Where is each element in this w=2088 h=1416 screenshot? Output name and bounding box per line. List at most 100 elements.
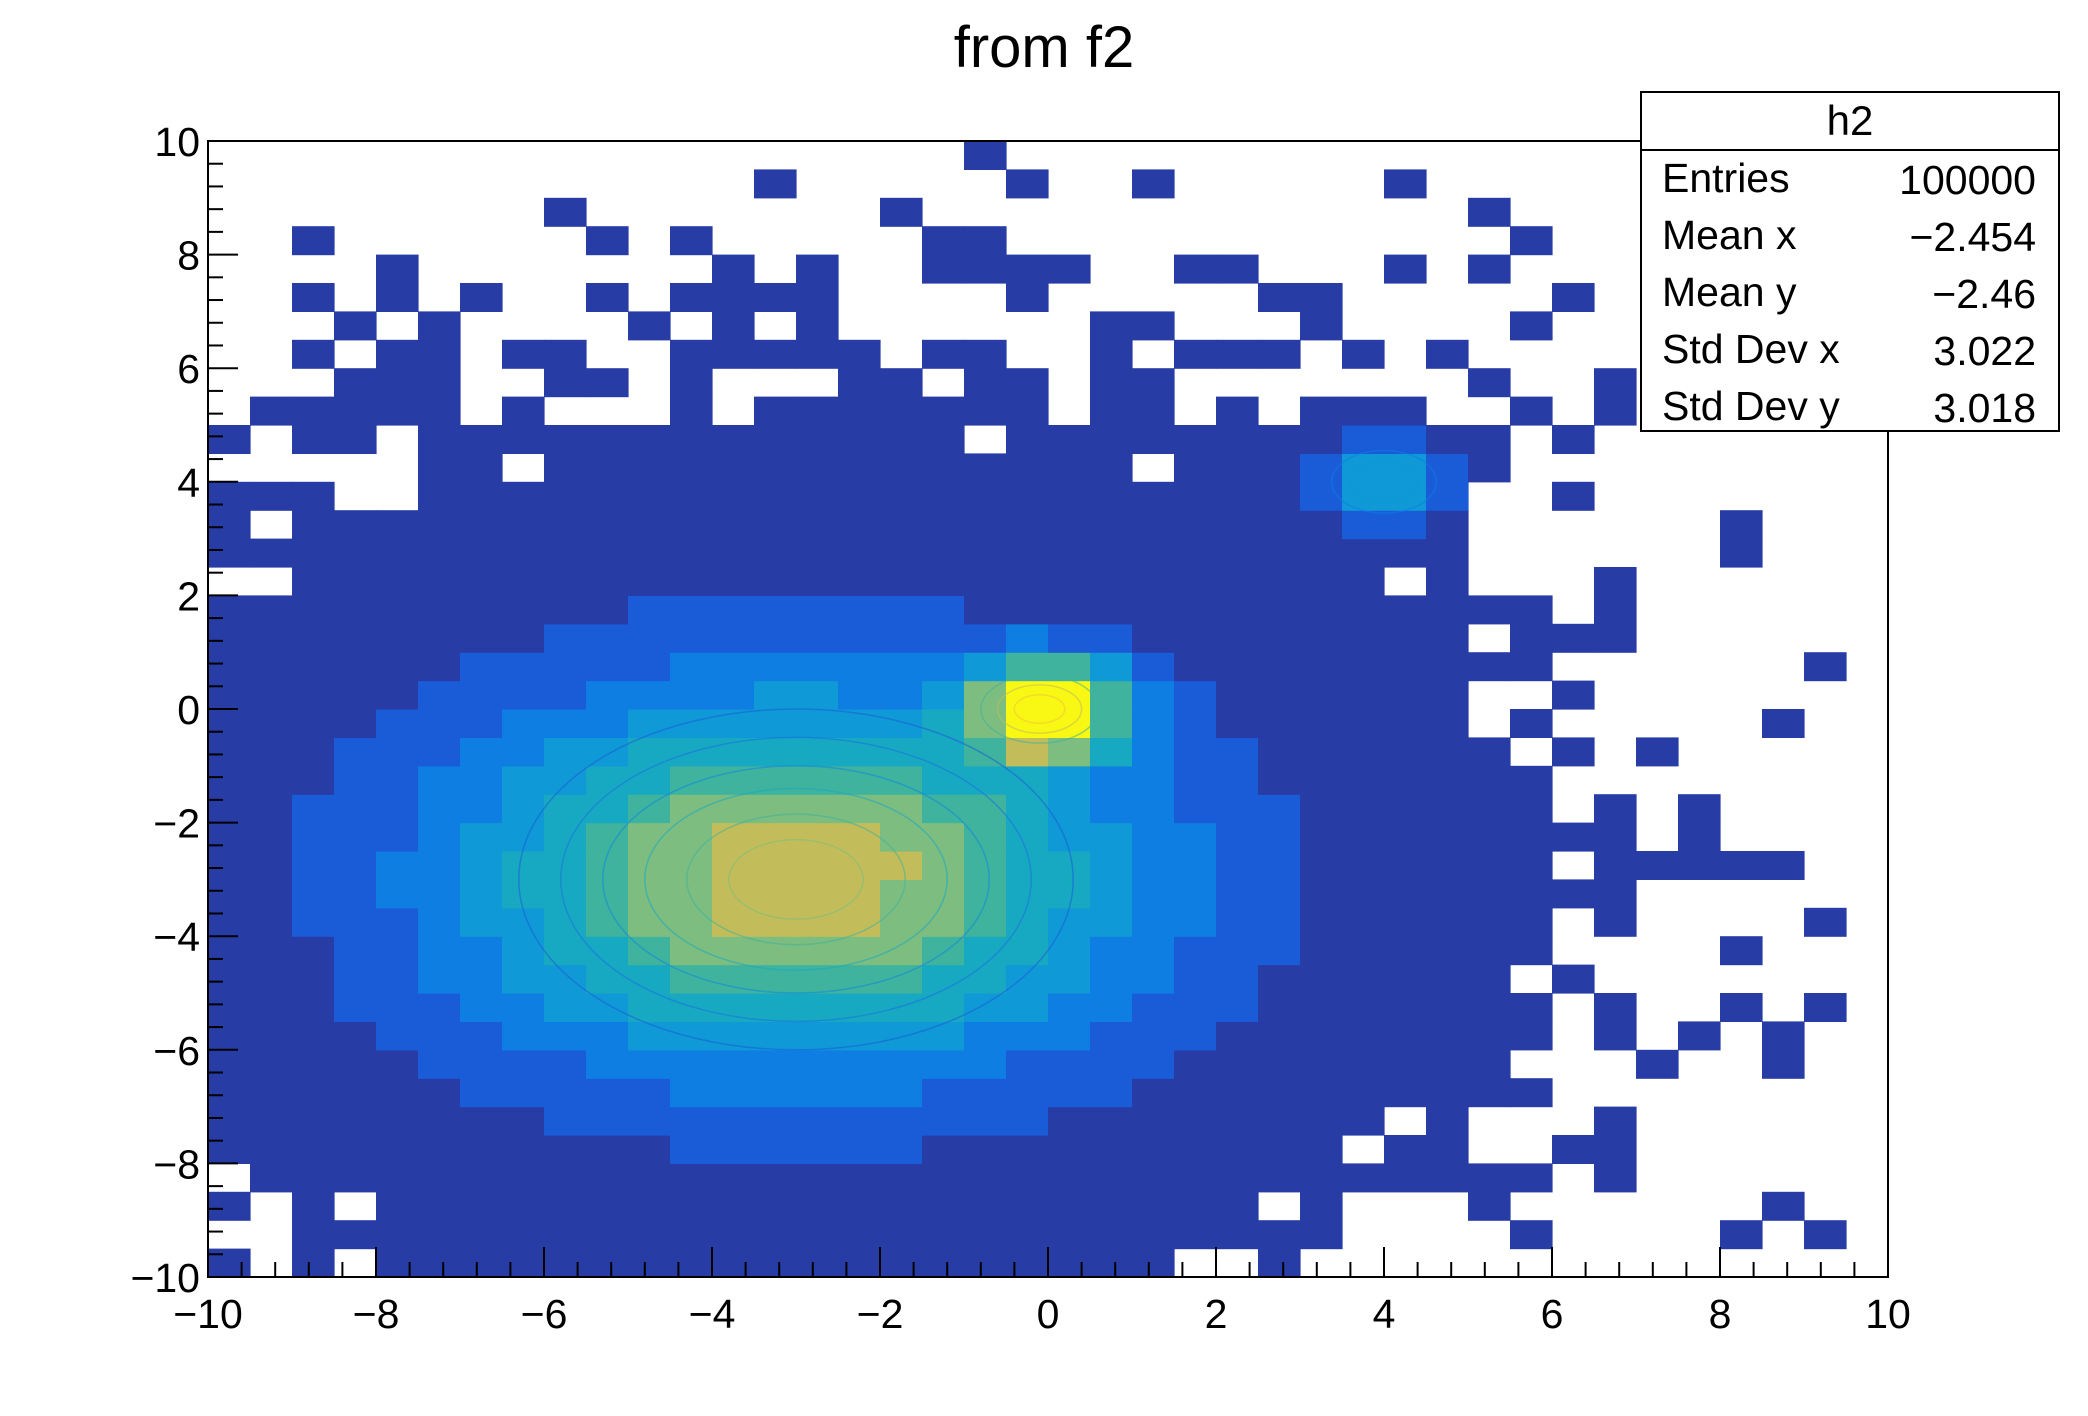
- heatmap-cell: [1468, 595, 1511, 625]
- heatmap-cell: [1468, 1163, 1511, 1193]
- heatmap-cell: [418, 1049, 461, 1079]
- heatmap-cell: [1384, 169, 1427, 199]
- heatmap-cell: [1594, 1106, 1637, 1136]
- heatmap-cell: [1090, 936, 1133, 966]
- heatmap-cell: [250, 1163, 293, 1193]
- heatmap-cell: [1006, 1191, 1049, 1221]
- heatmap-cell: [922, 595, 965, 625]
- heatmap-cell: [1804, 1220, 1847, 1250]
- heatmap-cell: [1090, 907, 1133, 937]
- heatmap-cell: [208, 1021, 251, 1051]
- heatmap-cell: [544, 1163, 587, 1193]
- heatmap-cell: [1468, 652, 1511, 682]
- heatmap-cell: [1300, 964, 1343, 994]
- heatmap-cell: [1006, 1248, 1049, 1278]
- heatmap-cell: [586, 510, 629, 540]
- heatmap-cell: [1090, 879, 1133, 909]
- heatmap-cell: [292, 1163, 335, 1193]
- heatmap-cell: [1258, 283, 1301, 312]
- heatmap-cell: [628, 510, 671, 540]
- heatmap-cell: [376, 737, 419, 767]
- heatmap-cell: [796, 822, 839, 852]
- heatmap-cell: [460, 765, 503, 795]
- heatmap-cell: [586, 1191, 629, 1221]
- heatmap-cell: [208, 595, 251, 625]
- heatmap-cell: [796, 1021, 839, 1051]
- heatmap-cell: [1300, 1078, 1343, 1108]
- heatmap-cell: [628, 993, 671, 1022]
- heatmap-cell: [250, 1078, 293, 1108]
- contour-line: [560, 736, 1032, 1023]
- heatmap-cell: [1174, 794, 1217, 824]
- heatmap-cell: [964, 652, 1007, 682]
- heatmap-cell: [964, 737, 1007, 767]
- heatmap-cell: [250, 1135, 293, 1164]
- heatmap-cell: [418, 311, 461, 341]
- heatmap-cell: [838, 339, 881, 369]
- heatmap-cell: [1258, 794, 1301, 824]
- heatmap-cell: [628, 879, 671, 909]
- heatmap-cell: [418, 993, 461, 1022]
- heatmap-cell: [418, 538, 461, 568]
- heatmap-cell: [796, 1078, 839, 1108]
- heatmap-cell: [1342, 709, 1385, 738]
- y-tick-label: 0: [177, 687, 200, 733]
- heatmap-cell: [1132, 1078, 1175, 1108]
- heatmap-cell: [544, 197, 587, 227]
- heatmap-cell: [1048, 680, 1091, 710]
- heatmap-cell: [964, 1248, 1007, 1278]
- y-tick-label: 10: [154, 119, 200, 165]
- heatmap-cell: [1174, 964, 1217, 994]
- y-tick-label: −8: [153, 1141, 200, 1187]
- heatmap-cell: [796, 538, 839, 568]
- heatmap-cell: [628, 1078, 671, 1108]
- heatmap-cell: [1384, 907, 1427, 937]
- heatmap-cell: [1006, 254, 1049, 284]
- heatmap-cell: [334, 851, 377, 880]
- heatmap-cell: [502, 1163, 545, 1193]
- heatmap-cell: [1006, 396, 1049, 426]
- heatmap-cell: [1510, 765, 1553, 795]
- heatmap-cell: [1006, 1049, 1049, 1079]
- heatmap-cell: [1048, 1021, 1091, 1051]
- heatmap-cell: [460, 623, 503, 653]
- heatmap-cell: [1090, 1191, 1133, 1221]
- heatmap-cell: [376, 1106, 419, 1136]
- heatmap-cell: [1342, 1163, 1385, 1193]
- heatmap-cell: [502, 481, 545, 511]
- heatmap-cell: [376, 1220, 419, 1250]
- heatmap-cell: [1258, 1220, 1301, 1250]
- heatmap-cell: [670, 368, 713, 398]
- heatmap-cell: [922, 1021, 965, 1051]
- heatmap-cell: [502, 680, 545, 710]
- heatmap-cell: [1216, 680, 1259, 710]
- heatmap-cell: [460, 1078, 503, 1108]
- heatmap-cell: [1006, 623, 1049, 653]
- heatmap-cell: [1090, 652, 1133, 682]
- heatmap-cell: [754, 1078, 797, 1108]
- heatmap-cell: [460, 1135, 503, 1164]
- heatmap-cell: [1426, 1078, 1469, 1108]
- heatmap-cell: [1384, 993, 1427, 1022]
- heatmap-cell: [754, 1191, 797, 1221]
- heatmap-cell: [880, 1135, 923, 1164]
- heatmap-cell: [1090, 339, 1133, 369]
- heatmap-cell: [208, 623, 251, 653]
- heatmap-cell: [670, 283, 713, 312]
- heatmap-cell: [628, 1220, 671, 1250]
- heatmap-cell: [754, 595, 797, 625]
- heatmap-cell: [1762, 1049, 1805, 1079]
- heatmap-cell: [334, 510, 377, 540]
- heatmap-cell: [502, 396, 545, 426]
- heatmap-cell: [586, 226, 629, 256]
- heatmap-cell: [712, 623, 755, 653]
- heatmap-cell: [502, 339, 545, 369]
- heatmap-cell: [1468, 794, 1511, 824]
- heatmap-cell: [1258, 567, 1301, 596]
- heatmap-cell: [1300, 1106, 1343, 1136]
- heatmap-cells: [208, 141, 1847, 1278]
- heatmap-cell: [586, 680, 629, 710]
- heatmap-cell: [1006, 595, 1049, 625]
- heatmap-cell: [1300, 879, 1343, 909]
- heatmap-cell: [1384, 936, 1427, 966]
